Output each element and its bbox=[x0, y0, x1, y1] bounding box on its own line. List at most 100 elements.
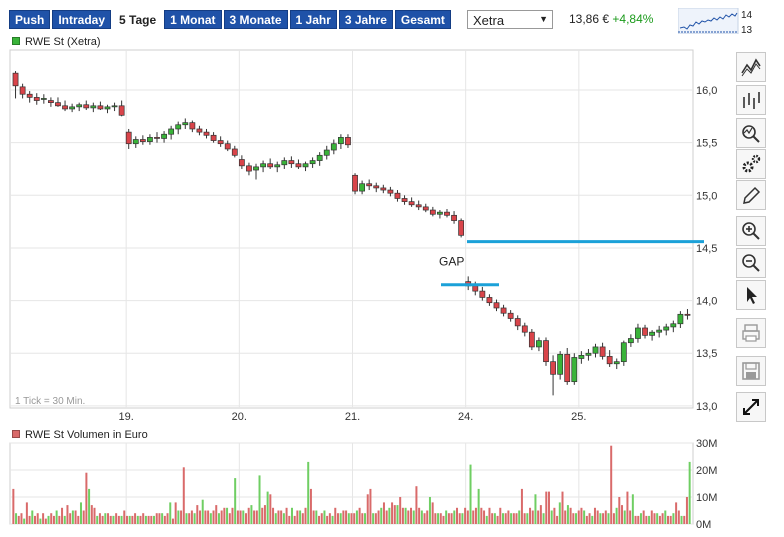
save-icon bbox=[742, 362, 760, 380]
volume-bar bbox=[615, 507, 618, 524]
volume-bar bbox=[626, 491, 629, 524]
tab-1-jahr[interactable]: 1 Jahr bbox=[289, 10, 337, 29]
candle-body bbox=[62, 105, 68, 110]
candle-body bbox=[649, 331, 655, 336]
candle-body bbox=[231, 148, 238, 156]
volume-bar bbox=[220, 510, 223, 524]
zoom-in-icon bbox=[742, 222, 760, 240]
volume-bar bbox=[242, 510, 245, 524]
candle-body bbox=[521, 325, 528, 333]
tab-push[interactable]: Push bbox=[9, 10, 51, 29]
volume-bar bbox=[209, 513, 212, 524]
ohlc-bars-button[interactable] bbox=[736, 85, 766, 115]
volume-bar bbox=[228, 513, 231, 524]
volume-bar bbox=[415, 486, 418, 524]
volume-bar bbox=[393, 505, 396, 524]
candle-body bbox=[224, 143, 231, 150]
volume-bar bbox=[537, 510, 540, 524]
volume-bar bbox=[96, 515, 99, 524]
volume-bar bbox=[466, 510, 469, 524]
volume-bar bbox=[507, 510, 510, 524]
volume-bar bbox=[561, 491, 564, 524]
volume-bar bbox=[591, 515, 594, 524]
volume-bar bbox=[401, 507, 404, 524]
volume-bar bbox=[15, 513, 18, 524]
volume-bar bbox=[664, 510, 667, 524]
tab-1-monat[interactable]: 1 Monat bbox=[164, 10, 222, 29]
indicator-button[interactable] bbox=[736, 118, 766, 148]
candle-body bbox=[330, 143, 337, 151]
save-button[interactable] bbox=[736, 356, 766, 386]
candle-body bbox=[147, 137, 153, 142]
volume-bar bbox=[596, 510, 599, 524]
volume-bar bbox=[336, 513, 339, 524]
candle-body bbox=[451, 214, 457, 221]
volume-bar bbox=[610, 445, 613, 524]
volume-bar bbox=[491, 513, 494, 524]
candle-body bbox=[210, 134, 217, 141]
volume-bar bbox=[239, 510, 242, 524]
volume-bar bbox=[261, 507, 264, 524]
fullscreen-icon bbox=[743, 399, 759, 415]
tab-gesamt[interactable]: Gesamt bbox=[394, 10, 451, 29]
volume-bar bbox=[36, 513, 39, 524]
volume-bar bbox=[355, 510, 358, 524]
tab-3-jahre[interactable]: 3 Jahre bbox=[338, 10, 393, 29]
volume-bar bbox=[177, 510, 180, 524]
candle-body bbox=[380, 187, 387, 191]
candle-body bbox=[238, 159, 245, 167]
sparkline[interactable]: 14 13 bbox=[678, 8, 754, 34]
volume-bar bbox=[74, 510, 77, 524]
volume-bar bbox=[353, 513, 356, 524]
candle-body bbox=[175, 124, 182, 130]
exchange-select[interactable]: Xetra ▼ bbox=[467, 10, 553, 29]
candle-body bbox=[281, 160, 288, 166]
fullscreen-button[interactable] bbox=[736, 392, 766, 422]
volume-bar bbox=[680, 515, 683, 524]
volume-bar bbox=[204, 510, 207, 524]
volume-bar bbox=[131, 515, 134, 524]
pointer-button[interactable] bbox=[736, 280, 766, 310]
settings-gears-button[interactable] bbox=[736, 149, 766, 179]
volume-bar bbox=[634, 515, 637, 524]
volume-bar bbox=[199, 510, 202, 524]
volume-bar bbox=[128, 515, 131, 524]
zoom-in-button[interactable] bbox=[736, 216, 766, 246]
volume-bar bbox=[82, 510, 85, 524]
line-chart-button[interactable] bbox=[736, 52, 766, 82]
zoom-out-button[interactable] bbox=[736, 248, 766, 278]
volume-bar bbox=[253, 510, 256, 524]
tab-intraday[interactable]: Intraday bbox=[52, 10, 112, 29]
volume-bar bbox=[339, 513, 342, 524]
volume-bar bbox=[217, 513, 220, 524]
volume-bar bbox=[520, 488, 523, 524]
tab-5-tage[interactable]: 5 Tage bbox=[113, 10, 163, 29]
volume-bar bbox=[472, 510, 475, 524]
volume-bar bbox=[274, 513, 277, 524]
candle-body bbox=[387, 189, 394, 194]
volume-bar bbox=[190, 510, 193, 524]
volume-bar bbox=[439, 513, 442, 524]
volume-bar bbox=[675, 502, 678, 524]
candle-body bbox=[429, 209, 436, 215]
volume-bar bbox=[523, 513, 526, 524]
quote: 13,86 € +4,84% bbox=[569, 12, 653, 26]
volume-bar bbox=[572, 513, 575, 524]
volume-bar bbox=[88, 488, 91, 524]
price-legend: RWE St (Xetra) bbox=[12, 36, 101, 48]
volume-bar bbox=[612, 513, 615, 524]
volume-bar bbox=[290, 507, 293, 524]
volume-bar bbox=[534, 494, 537, 524]
draw-pen-button[interactable] bbox=[736, 180, 766, 210]
volume-bar bbox=[158, 513, 161, 524]
tab-3-monate[interactable]: 3 Monate bbox=[223, 10, 288, 29]
indicator-icon bbox=[742, 125, 760, 143]
price-y-tick-label: 13,0 bbox=[696, 401, 717, 413]
candle-body bbox=[267, 163, 274, 168]
print-button[interactable] bbox=[736, 318, 766, 348]
price-x-tick-label: 24. bbox=[458, 411, 473, 423]
volume-bar bbox=[442, 515, 445, 524]
volume-bar bbox=[318, 515, 321, 524]
volume-bar bbox=[656, 513, 659, 524]
volume-bar bbox=[201, 499, 204, 524]
